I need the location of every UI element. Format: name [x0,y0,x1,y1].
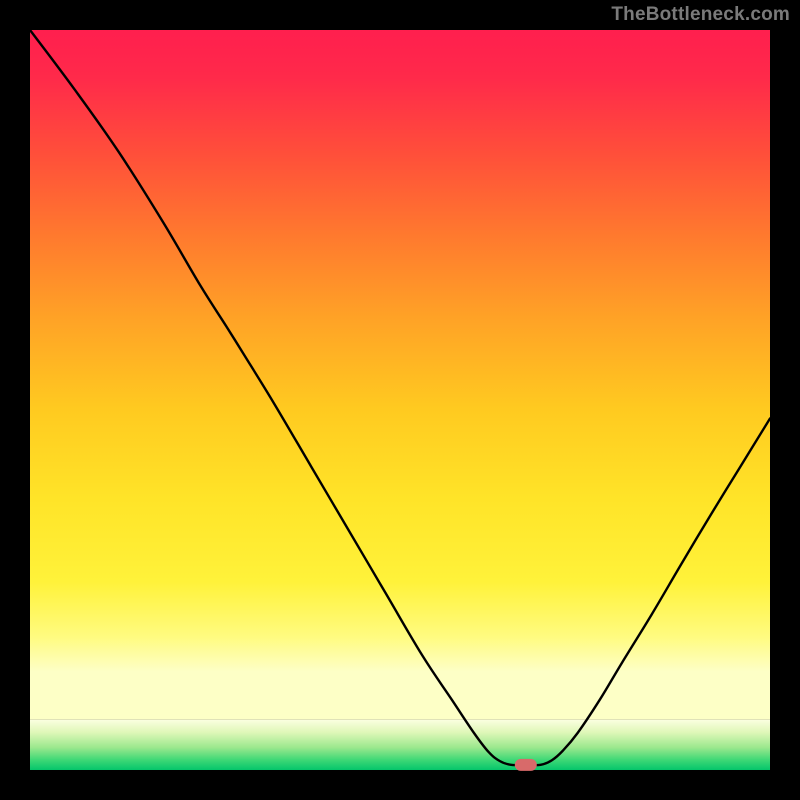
watermark-text: TheBottleneck.com [611,4,790,26]
chart-frame: { "watermark": { "text": "TheBottleneck.… [0,0,800,800]
bottleneck-chart [0,0,800,800]
optimal-point-marker [515,759,537,771]
green-strip [30,720,770,770]
plot-area [30,30,770,771]
